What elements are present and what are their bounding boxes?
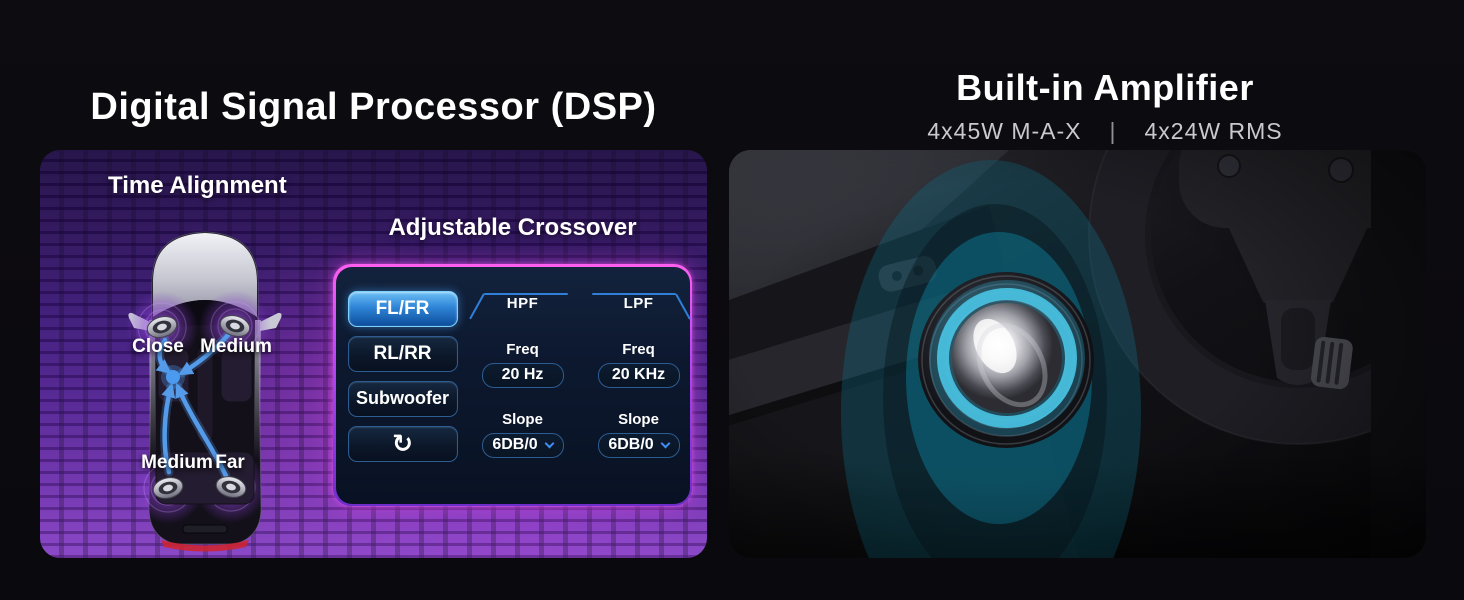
speaker-distance-label-front-left: Close (132, 336, 184, 357)
reset-button[interactable]: ↻ (347, 425, 458, 462)
speaker-distance-label-rear-right: Far (215, 452, 245, 473)
hpf-freq-value[interactable]: 20 Hz (481, 362, 564, 388)
hpf-slope-value: 6DB/0 (492, 436, 538, 453)
lpf-freq-label: Freq (622, 340, 655, 358)
lpf-slope-dropdown[interactable]: 6DB/0 (597, 432, 680, 458)
tab-hpf[interactable]: HPF (506, 294, 539, 312)
channel-button-rlrr[interactable]: RL/RR (347, 335, 458, 372)
speaker-distance-label-front-right: Medium (200, 336, 272, 357)
lpf-tab-line (591, 292, 676, 295)
spec-rms-power: 4x24W RMS (1144, 118, 1283, 144)
channel-button-flfr[interactable]: FL/FR (347, 290, 458, 327)
channel-button-subwoofer[interactable]: Subwoofer (347, 380, 458, 417)
car-interior-illustration (729, 150, 1426, 558)
crossover-panel-frame: FL/FR RL/RR Subwoofer ↻ HPF Freq 20 Hz S… (333, 264, 692, 506)
hpf-slope-dropdown[interactable]: 6DB/0 (481, 432, 564, 458)
amplifier-photo (729, 150, 1426, 558)
dsp-panel: Time Alignment Adjustable Crossover (40, 150, 707, 558)
hpf-column: HPF Freq 20 Hz Slope 6DB/0 (468, 287, 578, 467)
lpf-slope-label: Slope (618, 410, 659, 428)
chevron-down-icon (544, 438, 555, 448)
hpf-slope-label: Slope (502, 410, 543, 428)
spec-max-power: 4x45W M-A-X (927, 118, 1082, 144)
lpf-freq-value[interactable]: 20 KHz (597, 362, 680, 388)
car-illustration-svg (126, 231, 282, 552)
lpf-slope-value: 6DB/0 (608, 436, 654, 453)
spec-divider: | (1109, 118, 1117, 144)
amplifier-specs: 4x45W M-A-X | 4x24W RMS (760, 118, 1450, 145)
refresh-icon: ↻ (392, 429, 413, 458)
car-top-view-illustration (125, 220, 285, 555)
amplifier-header: Built-in Amplifier 4x45W M-A-X | 4x24W R… (760, 70, 1450, 145)
speaker-icons (146, 315, 251, 499)
hpf-tab-line (483, 292, 568, 295)
lpf-column: LPF Freq 20 KHz Slope 6DB/0 (584, 287, 694, 467)
listener-position-dot (166, 370, 180, 384)
hpf-freq-label: Freq (506, 340, 539, 358)
crossover-panel: FL/FR RL/RR Subwoofer ↻ HPF Freq 20 Hz S… (335, 266, 691, 504)
dsp-title: Digital Signal Processor (DSP) (90, 86, 657, 128)
time-alignment-heading: Time Alignment (108, 172, 287, 199)
chevron-down-icon (660, 438, 671, 448)
sound-path-arrows (155, 331, 232, 479)
crossover-heading: Adjustable Crossover (388, 214, 637, 241)
tab-lpf[interactable]: LPF (623, 294, 654, 312)
speaker-distance-label-rear-left: Medium (141, 452, 213, 473)
amplifier-title: Built-in Amplifier (956, 67, 1254, 108)
